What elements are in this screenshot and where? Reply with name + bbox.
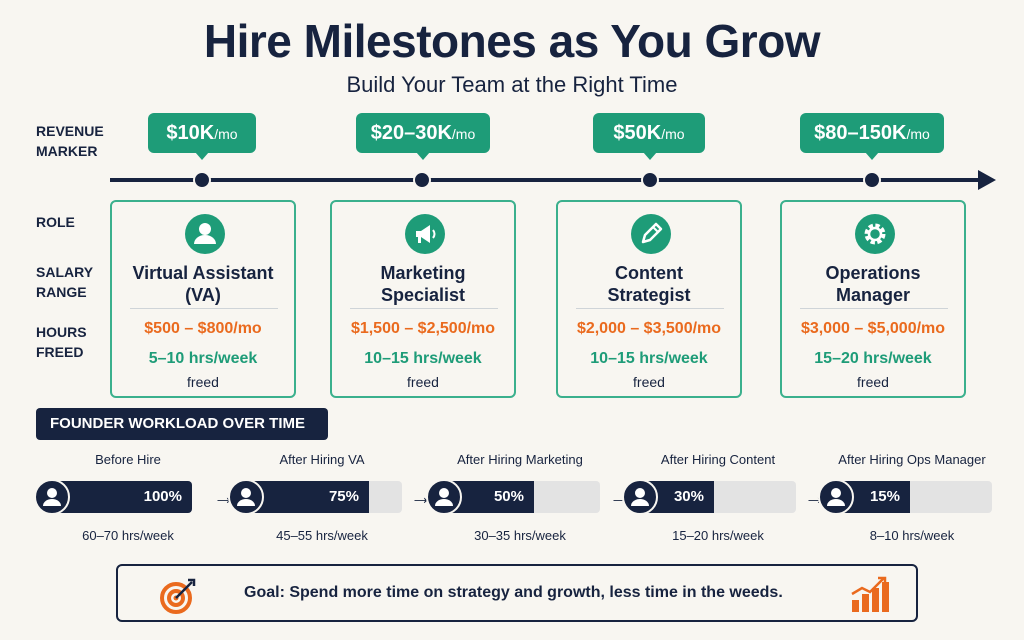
workload-step-label: After Hiring Ops Manager [838,452,986,467]
page-title: Hire Milestones as You Grow [203,15,821,67]
person-icon [622,479,658,515]
workload-bar: 15% [836,481,992,513]
timeline-axis [110,178,980,182]
person-icon [818,479,854,515]
timeline-arrowhead [978,170,996,190]
workload-percent: 100% [143,488,182,505]
timeline-dot [413,171,431,189]
timeline-dot [193,171,211,189]
workload-bar: 75% [246,481,402,513]
salary-range: $1,500 – $2,500/mo [350,320,496,337]
freed-label: freed [407,374,439,390]
role-card-content: Content Strategist $2,000 – $3,500/mo 10… [556,200,742,398]
revenue-badge: $10K/mo [148,113,256,153]
role-card-va: Virtual Assistant (VA) $500 – $800/mo 5–… [110,200,296,398]
workload-bar-fill [246,481,369,513]
pencil-icon [631,214,671,254]
row-label-salary: SALARY RANGE [36,264,94,300]
goal-box: Goal: Spend more time on strategy and gr… [116,564,918,622]
workload-percent: 30% [673,488,704,505]
badge-pointer [416,152,430,160]
workload-hours: 8–10 hrs/week [869,528,955,543]
gear-icon [855,214,895,254]
workload-hours: 15–20 hrs/week [672,528,764,543]
workload-hours: 45–55 hrs/week [276,528,368,543]
role-title: Virtual Assistant (VA) [132,263,274,305]
hours-freed: 5–10 hrs/week [148,350,258,367]
divider [800,308,948,309]
freed-label: freed [187,374,219,390]
row-label-role: ROLE [36,214,75,230]
hours-freed: 10–15 hrs/week [364,350,482,367]
salary-range: $500 – $800/mo [144,320,262,337]
row-label-hours: HOURS FREED [36,324,87,360]
revenue-badge: $50K/mo [593,113,705,153]
workload-hours: 30–35 hrs/week [474,528,566,543]
role-card-marketing: Marketing Specialist $1,500 – $2,500/mo … [330,200,516,398]
freed-label: freed [633,374,665,390]
person-icon [34,479,70,515]
workload-percent: 15% [869,488,900,505]
timeline-dot [863,171,881,189]
workload-step-label: Before Hire [95,452,161,467]
person-icon [228,479,264,515]
divider [350,308,498,309]
hours-freed: 15–20 hrs/week [814,350,932,367]
workload-step-label: After Hiring Marketing [457,452,583,467]
timeline-dot [641,171,659,189]
salary-range: $2,000 – $3,500/mo [576,320,722,337]
freed-label: freed [857,374,889,390]
role-title: Content Strategist [607,263,691,305]
badge-pointer [195,152,209,160]
workload-bar: 30% [640,481,796,513]
role-title: Marketing Specialist [380,263,466,305]
badge-pointer [865,152,879,160]
workload-bar-fill [52,481,192,513]
person-icon [185,214,225,254]
workload-bar: 50% [444,481,600,513]
revenue-badge: $80–150K/mo [800,113,944,153]
revenue-badge: $20–30K/mo [356,113,490,153]
salary-range: $3,000 – $5,000/mo [800,320,946,337]
workload-step-label: After Hiring Content [660,452,776,467]
row-label-revenue: REVENUE MARKER [36,123,104,159]
badge-pointer [643,152,657,160]
role-title: Operations Manager [825,263,921,305]
workload-percent: 50% [493,488,524,505]
goal-text: Goal: Spend more time on strategy and gr… [244,584,783,601]
person-icon [426,479,462,515]
workload-step-label: After Hiring VA [279,452,365,467]
workload-hours: 60–70 hrs/week [82,528,174,543]
workload-percent: 75% [328,488,359,505]
hours-freed: 10–15 hrs/week [590,350,708,367]
page-subtitle: Build Your Team at the Right Time [346,72,678,97]
growth-chart-icon [851,576,889,612]
role-card-ops: Operations Manager $3,000 – $5,000/mo 15… [780,200,966,398]
divider [130,308,278,309]
workload-header: FOUNDER WORKLOAD OVER TIME [36,408,328,440]
target-icon [160,578,196,614]
megaphone-icon [405,214,445,254]
divider [576,308,724,309]
workload-bar: 100% [52,481,192,513]
